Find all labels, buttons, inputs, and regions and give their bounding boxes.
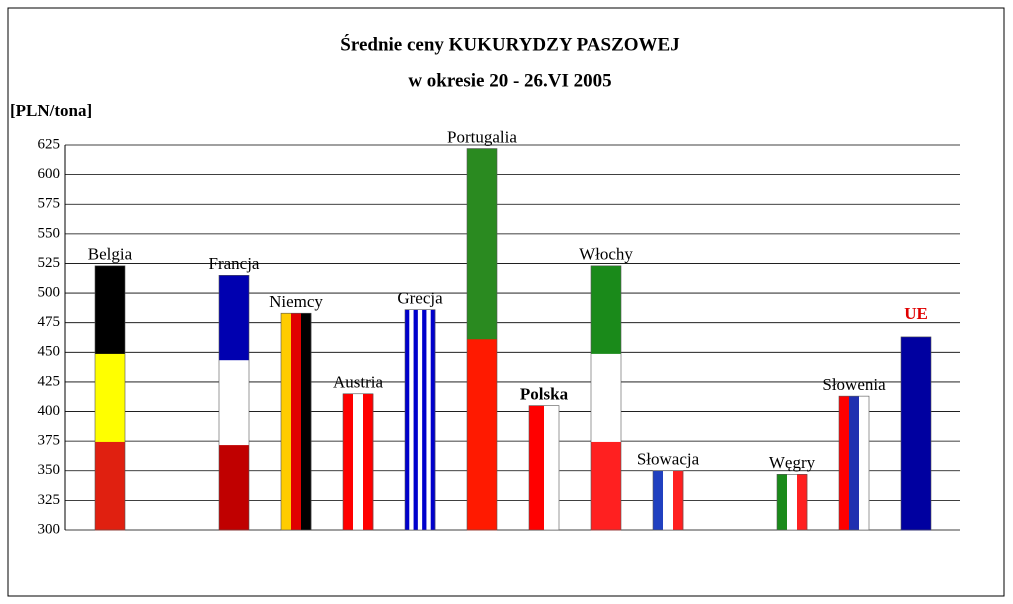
flag-stripe [281,313,292,530]
flag-bar [776,474,808,531]
flag-stripe [409,309,414,530]
flag-stripe [591,265,621,355]
flag-stripe [219,360,249,446]
bar [218,275,250,531]
flag-stripe [849,396,860,530]
y-tick-label: 325 [38,492,61,508]
y-tick-label: 375 [38,433,61,449]
bar [404,309,436,531]
flag-stripe [787,474,798,530]
flag-stripe [426,309,432,530]
flag-stripe [430,309,436,530]
bar-label: Słowenia [822,375,886,394]
bar-label: Portugalia [447,127,517,146]
flag-stripe [673,470,684,530]
y-tick-label: 450 [38,344,61,360]
flag-stripe [363,393,374,530]
flag-stripe [219,275,249,361]
bar-label: Polska [520,385,569,404]
chart-subtitle: w okresie 20 - 26.VI 2005 [408,70,611,91]
y-axis-title: [PLN/tona] [10,101,92,120]
bar [900,336,932,531]
bar-label: Austria [333,373,384,392]
y-tick-label: 475 [38,314,61,330]
flag-stripe [544,405,560,530]
y-tick-label: 600 [38,166,61,182]
y-tick-label: 550 [38,225,61,241]
flag-stripe [301,313,312,530]
y-tick-label: 300 [38,521,61,537]
flag-stripe [777,474,788,530]
bar-label: Niemcy [269,292,323,311]
flag-stripe [901,336,931,531]
flag-bar [94,265,126,531]
bar-label: Grecja [397,289,443,308]
bar [838,395,870,531]
flag-stripe [653,470,664,530]
y-tick-label: 500 [38,285,61,301]
bar [94,265,126,531]
bar-label: UE [904,304,928,323]
flag-stripe [417,309,423,530]
chart-title: Średnie ceny KUKURYDZY PASZOWEJ [340,33,679,55]
y-tick-label: 575 [38,196,61,212]
flag-stripe [663,470,674,530]
y-tick-label: 525 [38,255,61,271]
flag-stripe [343,393,354,530]
flag-stripe [422,309,427,530]
flag-bar [466,148,498,531]
flag-bar [590,265,622,531]
bar [466,148,498,531]
flag-stripe [839,396,850,530]
bar [280,312,312,531]
flag-stripe [591,353,621,443]
flag-bar [528,405,560,531]
flag-bar [280,312,312,531]
flag-stripe [529,405,545,530]
flag-stripe [95,441,125,531]
flag-stripe [413,309,419,530]
bar-label: Słowacja [637,450,700,469]
y-tick-label: 625 [38,136,61,152]
bar-label: Francja [209,254,260,273]
bar [652,470,684,531]
y-tick-label: 400 [38,403,61,419]
flag-stripe [467,339,497,531]
flag-stripe [95,265,125,355]
flag-stripe [291,313,302,530]
flag-stripe [219,445,249,531]
flag-stripe [405,309,410,530]
flag-bar [652,470,684,531]
flag-bar [404,309,436,531]
flag-stripe [591,441,621,531]
bar [590,265,622,531]
bar [528,405,560,531]
flag-stripe [467,148,497,340]
flag-bar [900,336,932,531]
flag-stripe [353,393,364,530]
flag-stripe [797,474,808,530]
flag-bar [838,395,870,531]
flag-bar [342,393,374,531]
bar-label: Węgry [769,453,816,472]
bar [776,474,808,531]
frame [7,7,1005,597]
bar [342,393,374,531]
flag-stripe [859,396,870,530]
bar-label: Włochy [579,245,633,264]
bar-label: Belgia [88,245,133,264]
flag-stripe [95,353,125,443]
flag-bar [218,275,250,531]
y-tick-label: 425 [38,373,61,389]
y-tick-label: 350 [38,462,61,478]
